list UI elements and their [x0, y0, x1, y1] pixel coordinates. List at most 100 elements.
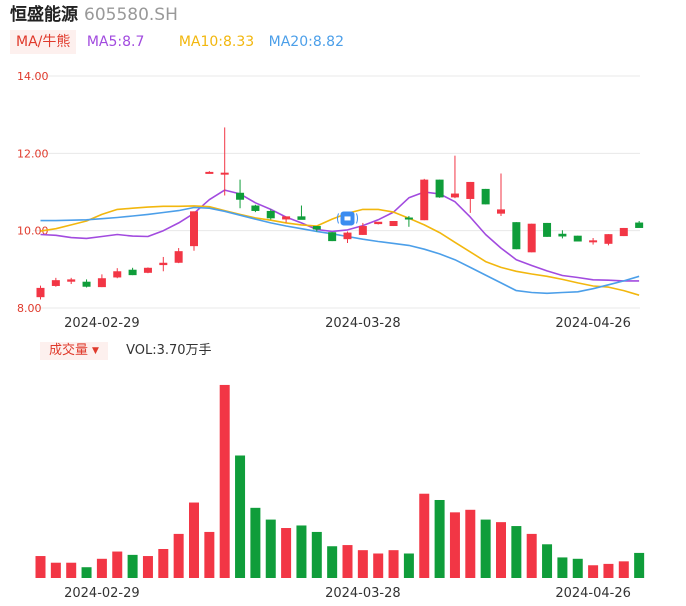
candle-body	[128, 269, 137, 276]
volume-bar	[511, 526, 522, 578]
volume-bar	[373, 553, 384, 578]
volume-bar	[281, 528, 292, 578]
badge-signal-icon	[337, 213, 358, 224]
x-tick-label: 2024-02-29	[64, 586, 140, 601]
volume-date-axis: 2024-02-29 2024-03-28 2024-04-26	[64, 586, 631, 601]
volume-bar	[219, 384, 230, 578]
candle-body	[619, 227, 628, 237]
volume-bar	[388, 550, 399, 578]
volume-bar	[496, 522, 506, 578]
candle	[573, 235, 582, 242]
volume-bar	[189, 502, 199, 578]
candle-body	[527, 223, 536, 253]
volume-bar	[250, 507, 261, 578]
x-tick-label: 2024-04-26	[555, 316, 631, 331]
volume-bar	[634, 552, 645, 578]
candle	[435, 179, 444, 198]
candle	[205, 171, 214, 174]
candle-body	[466, 181, 475, 199]
candle-body	[374, 221, 383, 225]
ma10-line	[40, 205, 640, 296]
candle-body	[358, 226, 367, 235]
candle	[251, 204, 260, 213]
candle	[51, 277, 60, 287]
candle-body	[558, 233, 567, 237]
x-tick-label: 2024-02-29	[64, 316, 140, 331]
volume-bar	[311, 531, 322, 578]
volume-bar	[158, 548, 169, 578]
volume-bar	[357, 550, 368, 578]
volume-bar	[142, 556, 153, 578]
candle-body	[512, 222, 521, 250]
candle	[497, 173, 505, 216]
candle-body	[174, 251, 183, 263]
volume-bar	[204, 531, 215, 578]
candle	[512, 222, 521, 250]
candle-body	[635, 222, 644, 228]
candle	[220, 127, 229, 196]
candle-body	[604, 234, 613, 244]
volume-bar	[81, 567, 92, 578]
volume-indicator-selector[interactable]: 成交量 ▼	[40, 342, 108, 360]
ma5-legend: MA5:8.7	[86, 34, 145, 50]
y-tick-label: 8.00	[17, 302, 42, 315]
volume-bar	[403, 553, 414, 578]
volume-bar	[434, 499, 445, 578]
candle-body	[205, 171, 214, 174]
candle-body	[481, 188, 490, 205]
candle-body	[573, 235, 582, 242]
candle	[236, 179, 245, 209]
ma20-line	[40, 206, 640, 295]
ma20-legend: MA20:8.82	[268, 34, 344, 50]
candle-body	[220, 172, 229, 175]
volume-bar	[35, 556, 46, 578]
candle-body	[589, 240, 598, 243]
candle-body	[251, 205, 260, 211]
candle	[466, 181, 475, 213]
candle	[36, 285, 45, 300]
ma-indicator-selector[interactable]: MA/牛熊	[10, 30, 77, 54]
candle	[97, 274, 106, 288]
candle-body	[450, 193, 459, 198]
candle-body	[404, 217, 413, 220]
candle	[404, 215, 413, 227]
moving-average-lines	[40, 189, 640, 296]
candle-body	[282, 216, 291, 220]
candle	[358, 222, 367, 235]
candle	[389, 221, 398, 227]
candle	[159, 256, 168, 272]
candle-body	[97, 278, 106, 288]
candle	[143, 267, 152, 274]
candle-body	[113, 271, 122, 278]
candle	[420, 178, 429, 221]
candle	[82, 279, 91, 288]
volume-bar	[526, 533, 537, 578]
candle	[297, 205, 306, 220]
candle	[67, 277, 76, 285]
candle	[113, 268, 122, 279]
candle	[450, 155, 459, 199]
candle	[589, 238, 598, 245]
candle-body	[190, 211, 198, 247]
candle	[481, 188, 490, 205]
candle-body	[159, 262, 168, 266]
x-tick-label: 2024-03-28	[325, 586, 401, 601]
volume-value: VOL:3.70万手	[126, 343, 212, 358]
candle-body	[543, 222, 552, 237]
candle-body	[497, 209, 505, 214]
price-grid	[33, 75, 640, 309]
volume-bar	[235, 455, 246, 578]
candle-body	[312, 226, 321, 230]
volume-bar	[342, 545, 353, 578]
candle	[282, 216, 291, 223]
candle-body	[143, 267, 152, 273]
volume-bar	[96, 558, 107, 578]
y-tick-label: 14.00	[17, 70, 49, 83]
volume-bar	[480, 519, 491, 578]
candle-body	[389, 221, 398, 227]
volume-bar	[327, 546, 338, 578]
volume-bar	[127, 554, 138, 578]
caret-down-icon: ▼	[92, 346, 99, 356]
